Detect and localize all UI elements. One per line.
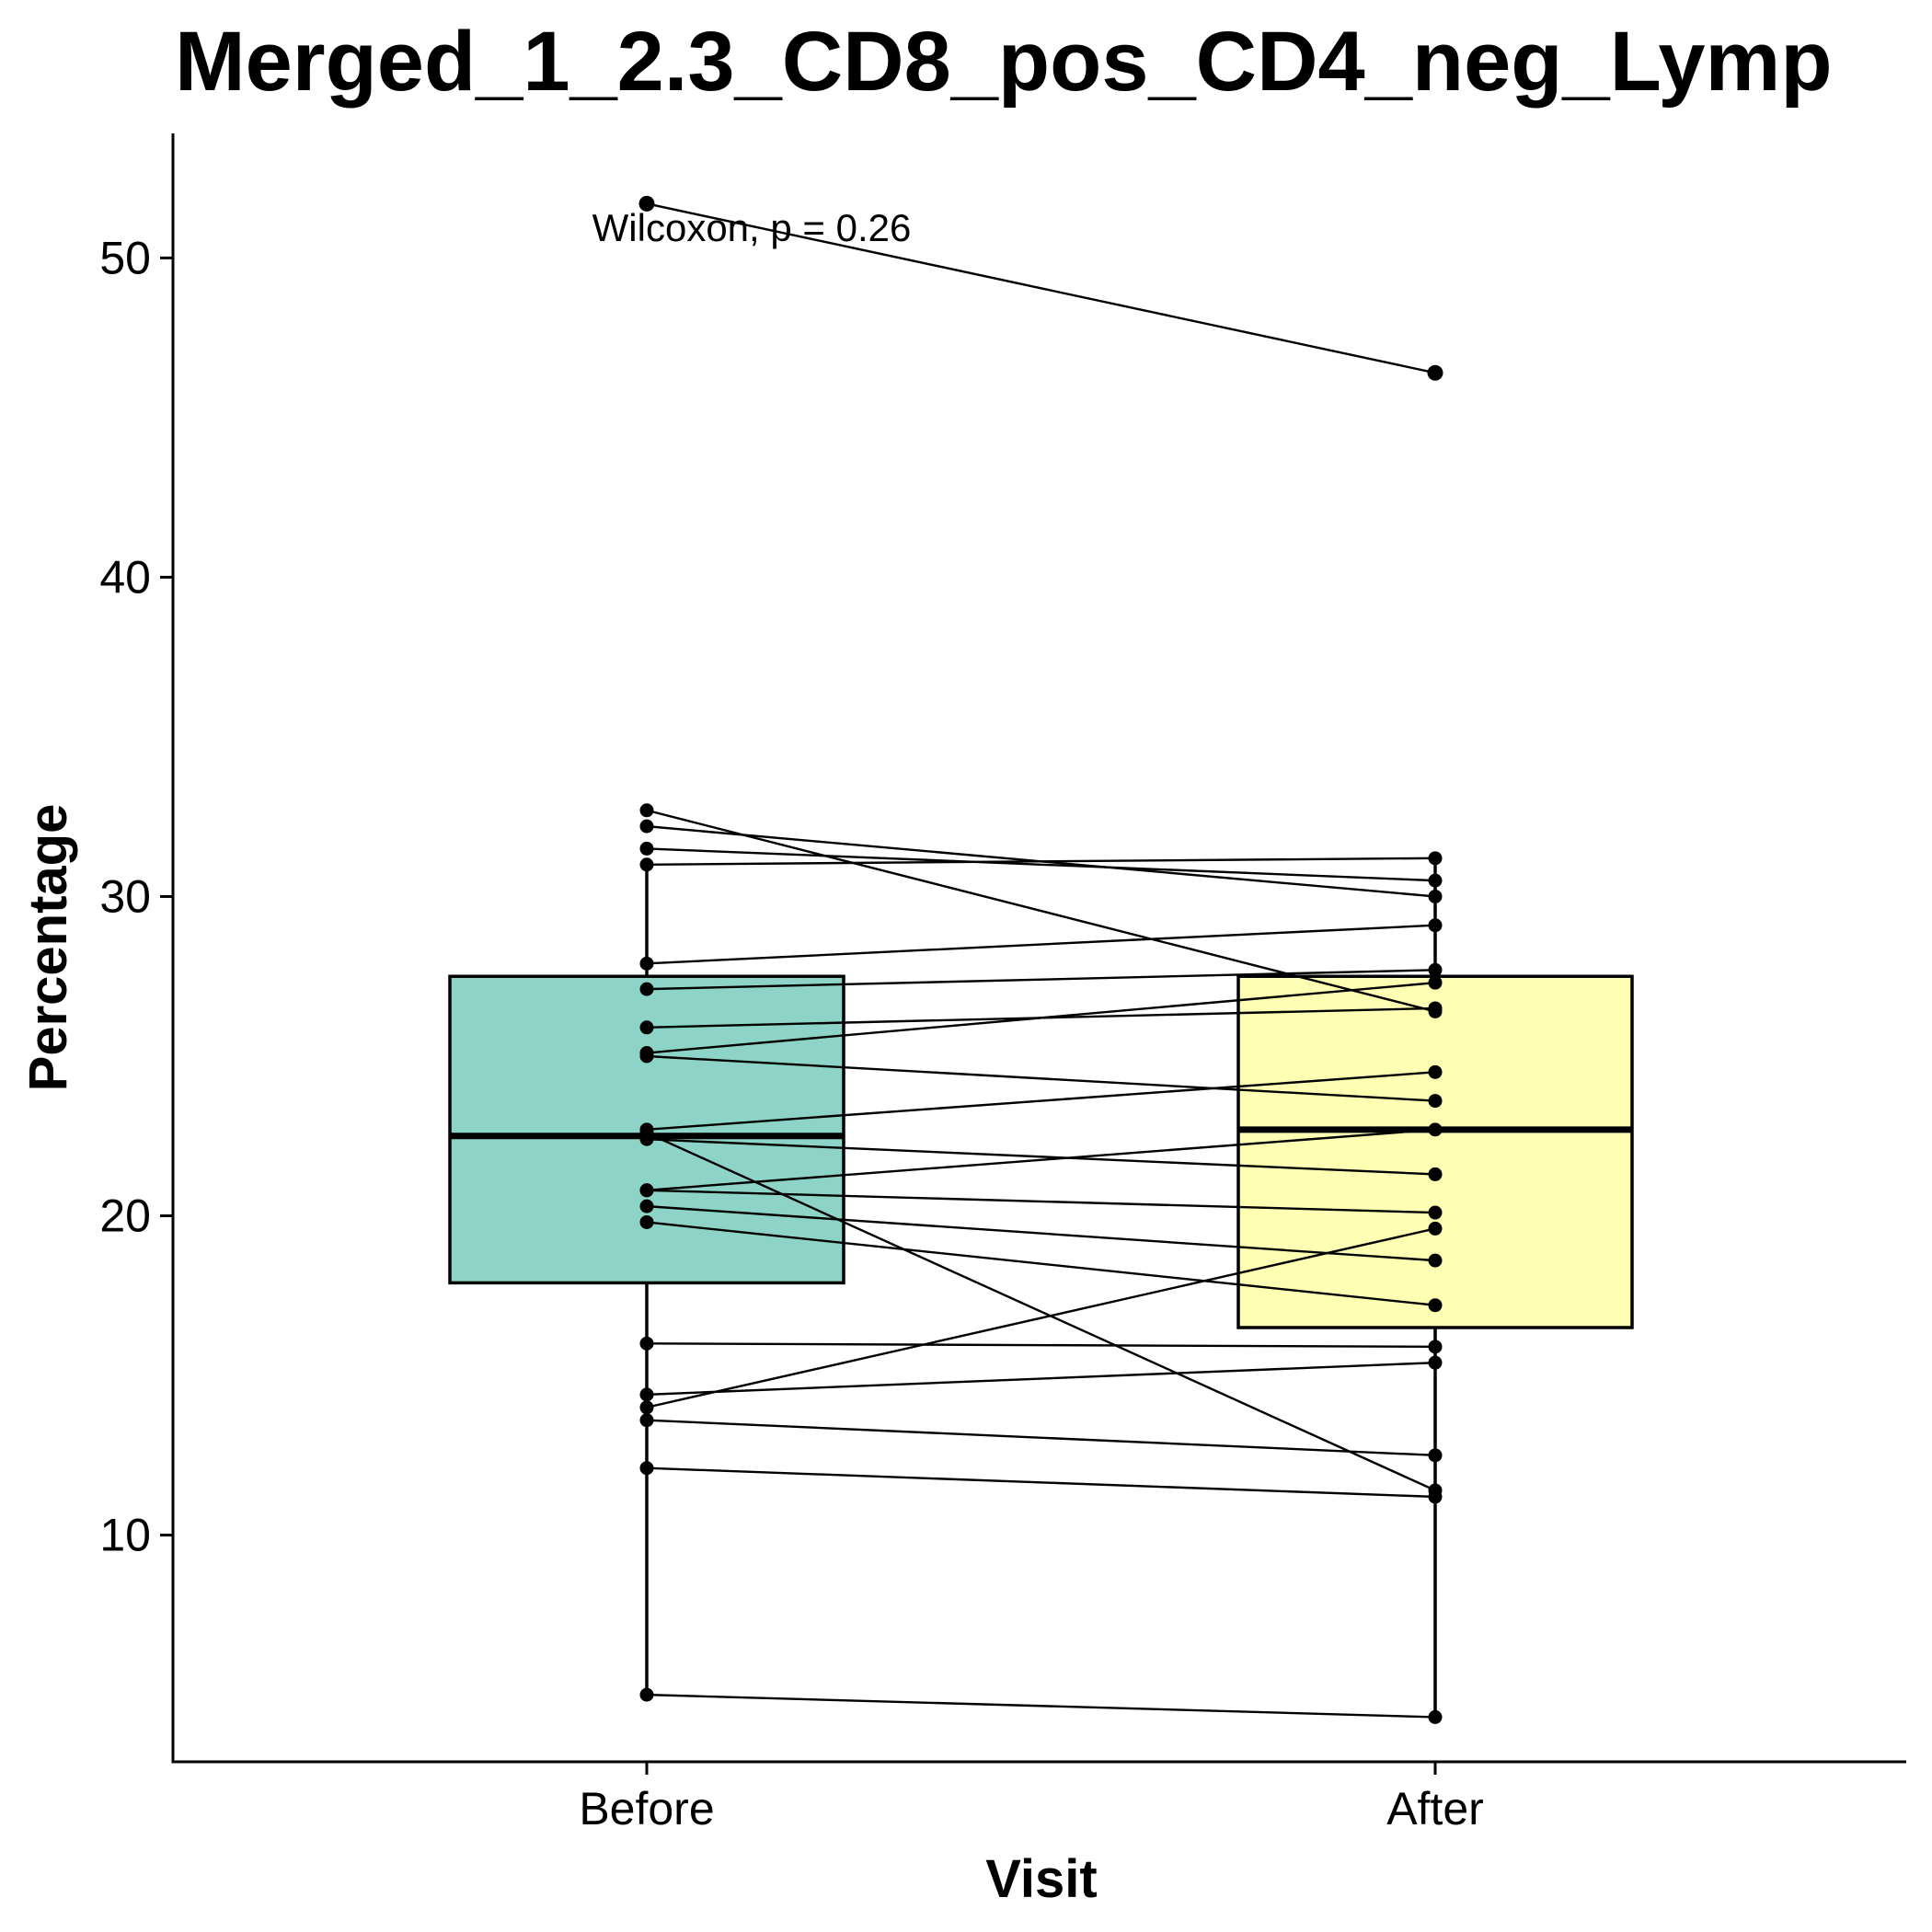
point-before	[639, 803, 654, 818]
pair-line	[646, 847, 1436, 882]
y-tick-label: 20	[99, 1190, 151, 1242]
point-before	[639, 841, 654, 856]
pair-line	[646, 1361, 1436, 1397]
pair-line	[646, 202, 1436, 374]
y-tick-label: 40	[99, 551, 151, 603]
point-after	[1428, 1489, 1443, 1504]
point-after	[1428, 1064, 1443, 1079]
pair-line	[646, 1466, 1436, 1499]
plot-area: 10 20 30 40 50 Before After	[99, 133, 1906, 1834]
pair-line	[646, 1419, 1436, 1457]
point-after	[1428, 1253, 1443, 1268]
point-before	[639, 1400, 654, 1415]
box-body	[1236, 974, 1634, 1329]
point-after	[1428, 1094, 1443, 1109]
point-after	[1428, 1001, 1443, 1016]
chart-title: Merged_1_2.3_CD8_pos_CD4_neg_Lymp	[175, 15, 1833, 109]
y-axis-title: Percentage	[18, 804, 78, 1092]
point-before	[639, 1049, 654, 1064]
pair-line	[646, 1132, 1436, 1492]
point-before	[638, 195, 655, 212]
point-after	[1428, 918, 1443, 933]
point-before	[639, 1132, 654, 1146]
paired-observations	[638, 195, 1443, 1724]
point-after	[1428, 1205, 1443, 1220]
point-after	[1428, 1221, 1443, 1236]
point-after	[1428, 1298, 1443, 1313]
point-after	[1427, 364, 1443, 381]
point-after	[1428, 889, 1443, 903]
x-tick-label: Before	[579, 1783, 714, 1834]
point-after	[1428, 1122, 1443, 1137]
point-after	[1428, 1167, 1443, 1181]
pair-line	[646, 1189, 1436, 1214]
point-before	[639, 857, 654, 872]
point-before	[639, 1413, 654, 1428]
point-after	[1428, 1709, 1443, 1724]
point-after	[1428, 851, 1443, 866]
pair-line	[646, 1054, 1436, 1102]
point-before	[639, 1199, 654, 1213]
pair-line	[646, 969, 1436, 991]
pair-line	[646, 809, 1436, 1013]
point-before	[639, 982, 654, 996]
point-after	[1428, 975, 1443, 990]
point-after	[1428, 873, 1443, 888]
point-before	[639, 1214, 654, 1229]
pair-line	[646, 1221, 1436, 1306]
pair-line	[646, 1128, 1436, 1191]
pair-line	[646, 981, 1436, 1054]
point-before	[639, 956, 654, 971]
point-before	[639, 1020, 654, 1035]
point-before	[639, 819, 654, 834]
pair-line	[646, 857, 1436, 866]
box-after	[1236, 857, 1634, 1718]
stat-annotation: Wilcoxon, p = 0.26	[592, 206, 912, 249]
point-after	[1428, 962, 1443, 977]
y-tick-label: 10	[99, 1510, 151, 1561]
point-before	[639, 1183, 654, 1198]
point-after	[1428, 1340, 1443, 1354]
point-after	[1428, 1448, 1443, 1463]
pair-line	[646, 1342, 1436, 1349]
pair-line	[646, 1693, 1436, 1719]
pair-line	[646, 924, 1436, 965]
y-tick-label: 30	[99, 870, 151, 922]
pair-line	[646, 1071, 1436, 1132]
point-before	[639, 1387, 654, 1402]
pair-line	[646, 1227, 1436, 1409]
y-tick-label: 50	[99, 232, 151, 283]
pair-line	[646, 1204, 1436, 1262]
point-before	[639, 1336, 654, 1351]
point-before	[639, 1461, 654, 1476]
x-tick-label: After	[1386, 1783, 1484, 1834]
point-before	[639, 1687, 654, 1702]
point-after	[1428, 1355, 1443, 1370]
x-axis-title: Visit	[985, 1849, 1097, 1909]
pair-line	[646, 1138, 1436, 1176]
